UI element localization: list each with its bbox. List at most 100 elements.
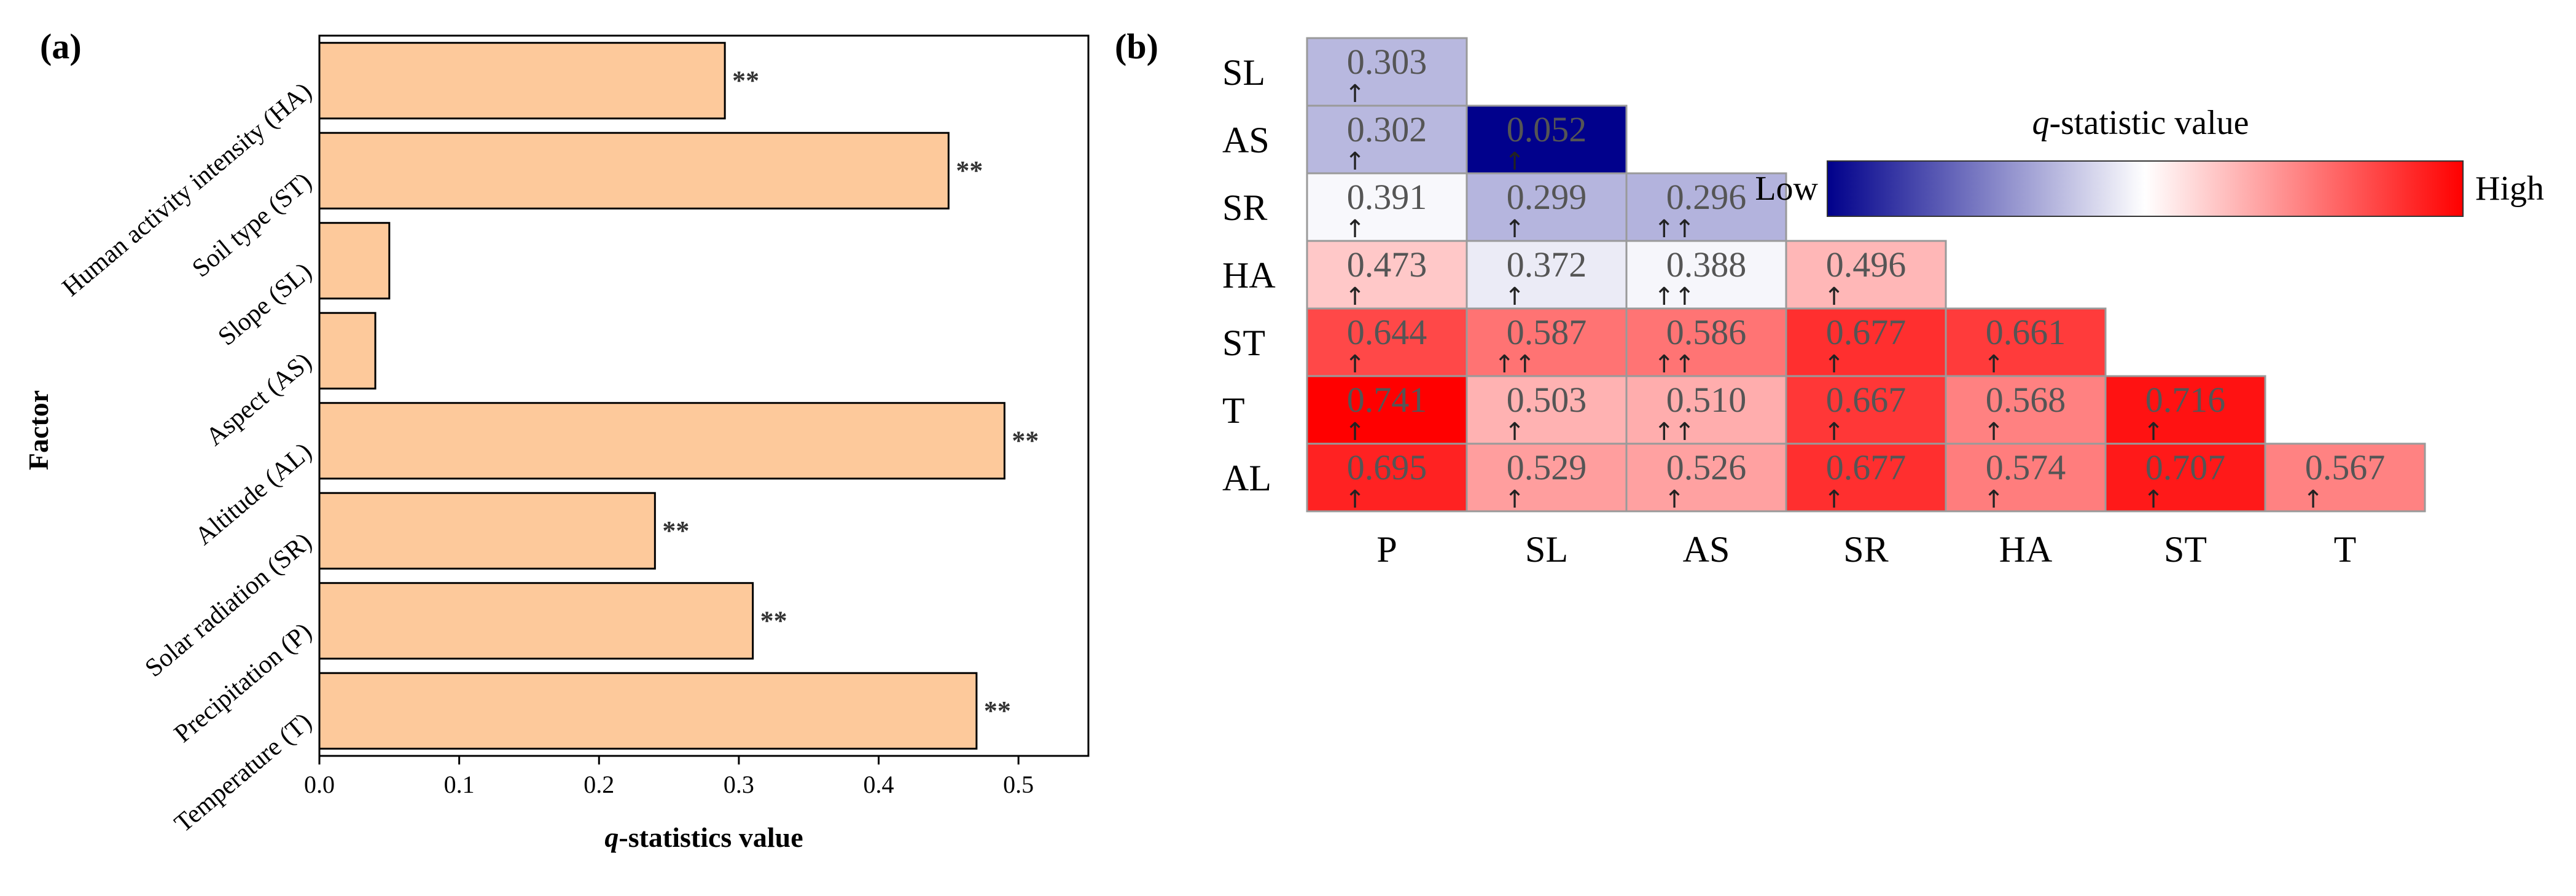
x-tick-group: 0.0 0.1 0.2 0.3 0.4 0.5 — [304, 756, 1034, 798]
legend-title-rest: -statistic value — [2049, 104, 2249, 142]
heatmap-cell-value: 0.661 — [1986, 312, 2066, 352]
heatmap-cell: 0.473↑ — [1307, 241, 1467, 311]
x-axis-title: q-statistics value — [604, 822, 803, 853]
color-legend: q-statistic value Low High — [1755, 104, 2544, 216]
heatmap-cell: 0.302↑ — [1307, 106, 1467, 176]
interaction-arrow: ↑ — [2143, 485, 2164, 514]
interaction-arrow: ↑ — [1824, 350, 1844, 379]
heatmap-cell: 0.510↑↑ — [1626, 376, 1786, 446]
heatmap-col-label: AS — [1683, 529, 1730, 570]
heatmap-cell-value: 0.677 — [1826, 447, 1907, 487]
heatmap-cell-value: 0.302 — [1347, 109, 1427, 149]
heatmap-col-label-group: P SL AS SR HA ST T — [1376, 529, 2356, 570]
interaction-arrow: ↑ — [1824, 418, 1844, 446]
x-tick-label: 0.1 — [444, 771, 475, 798]
heatmap-cell: 0.567↑ — [2265, 444, 2425, 514]
bar — [319, 403, 1004, 479]
heatmap-row-label: AL — [1222, 458, 1271, 498]
interaction-arrow: ↑ — [1504, 147, 1525, 176]
heatmap-cell-value: 0.296 — [1666, 177, 1747, 217]
heatmap-col-label: SR — [1843, 529, 1888, 570]
heatmap-cell-value: 0.568 — [1986, 380, 2066, 420]
heatmap-cell: 0.388↑↑ — [1626, 241, 1786, 311]
heatmap-cell-value: 0.510 — [1666, 380, 1747, 420]
bar-significance: ** — [984, 696, 1011, 726]
figure: (a) ************ Human activity intensit… — [0, 0, 2576, 896]
panel-a-label: (a) — [40, 26, 82, 66]
interaction-arrow: ↑↑ — [1653, 350, 1695, 379]
heatmap-cell-value: 0.667 — [1826, 380, 1907, 420]
x-tick-label: 0.3 — [724, 771, 754, 798]
heatmap-row-label: T — [1222, 390, 1245, 431]
heatmap-cell-value: 0.741 — [1347, 380, 1427, 420]
interaction-arrow: ↑↑ — [1494, 350, 1535, 379]
bar-significance: ** — [662, 516, 689, 546]
heatmap-cell: 0.661↑ — [1946, 308, 2106, 379]
interaction-arrow: ↑ — [1824, 485, 1844, 514]
panel-b-label: (b) — [1115, 26, 1158, 66]
interaction-arrow: ↑ — [2143, 418, 2164, 446]
heatmap-row-label: ST — [1222, 323, 1265, 363]
interaction-arrow: ↑↑ — [1653, 215, 1695, 243]
heatmap-cell: 0.695↑ — [1307, 444, 1467, 514]
heatmap-row-label: SL — [1222, 52, 1265, 93]
heatmap-cell-value: 0.503 — [1507, 380, 1587, 420]
x-tick-label: 0.0 — [304, 771, 335, 798]
heatmap-cell: 0.496↑ — [1786, 241, 1946, 311]
legend-title: q-statistic value — [2032, 104, 2249, 142]
heatmap-cell-value: 0.496 — [1826, 245, 1907, 285]
interaction-arrow: ↑↑ — [1653, 418, 1695, 446]
bar — [319, 493, 655, 568]
interaction-arrow: ↑ — [1504, 418, 1525, 446]
bar-significance: ** — [732, 65, 759, 95]
heatmap-cell-value: 0.716 — [2145, 380, 2226, 420]
bar-significance: ** — [760, 605, 787, 635]
panel-b-heatmap: (b) 0.303↑0.302↑0.052↑0.391↑0.299↑0.296↑… — [1115, 26, 2544, 570]
heatmap-cell: 0.707↑ — [2106, 444, 2265, 514]
heatmap-cell: 0.526↑ — [1626, 444, 1786, 514]
heatmap-col-label: T — [2334, 529, 2357, 570]
heatmap-cell-value: 0.587 — [1507, 312, 1587, 352]
bar — [319, 43, 725, 119]
interaction-arrow: ↑ — [1345, 350, 1365, 379]
heatmap-cell-value: 0.391 — [1347, 177, 1427, 217]
interaction-arrow: ↑ — [1504, 485, 1525, 514]
heatmap-cell: 0.677↑ — [1786, 308, 1946, 379]
bar — [319, 673, 977, 749]
interaction-arrow: ↑ — [1983, 350, 2004, 379]
bar-significance: ** — [956, 155, 983, 186]
category-label: Aspect (AS) — [201, 347, 318, 451]
heatmap-cell: 0.586↑↑ — [1626, 308, 1786, 379]
heatmap-cell: 0.667↑ — [1786, 376, 1946, 446]
x-tick-label: 0.5 — [1003, 771, 1034, 798]
interaction-arrow: ↑ — [1345, 80, 1365, 108]
panel-a-bar-chart: (a) ** ** ** ** ** ** Human activity intensit… — [23, 26, 1088, 853]
heatmap-row-label: HA — [1222, 255, 1276, 296]
interaction-arrow: ↑ — [1664, 485, 1685, 514]
legend-gradient-bar — [1827, 161, 2463, 216]
interaction-arrow: ↑ — [2303, 485, 2324, 514]
heatmap-cell-value: 0.473 — [1347, 245, 1427, 285]
bar — [319, 133, 948, 208]
heatmap-cell: 0.372↑ — [1467, 241, 1626, 311]
interaction-arrow: ↑ — [1345, 485, 1365, 514]
interaction-arrow: ↑↑ — [1653, 283, 1695, 311]
heatmap-cell: 0.303↑ — [1307, 38, 1467, 108]
heatmap-cell-value: 0.303 — [1347, 42, 1427, 82]
heatmap-col-label: SL — [1525, 529, 1568, 570]
interaction-arrow: ↑ — [1983, 418, 2004, 446]
heatmap-row-label: SR — [1222, 187, 1267, 228]
heatmap-cell: 0.741↑ — [1307, 376, 1467, 446]
heatmap-cell-value: 0.677 — [1826, 312, 1907, 352]
legend-low-label: Low — [1755, 170, 1818, 208]
heatmap-cell-value: 0.574 — [1986, 447, 2066, 487]
heatmap-cell: 0.587↑↑ — [1467, 308, 1626, 379]
bar — [319, 313, 375, 388]
bar — [319, 223, 389, 299]
heatmap-cell-value: 0.707 — [2145, 447, 2226, 487]
heatmap-col-label: ST — [2164, 529, 2207, 570]
heatmap-cell: 0.574↑ — [1946, 444, 2106, 514]
heatmap-cell-value: 0.372 — [1507, 245, 1587, 285]
heatmap-cell: 0.391↑ — [1307, 173, 1467, 243]
interaction-arrow: ↑ — [1824, 283, 1844, 311]
